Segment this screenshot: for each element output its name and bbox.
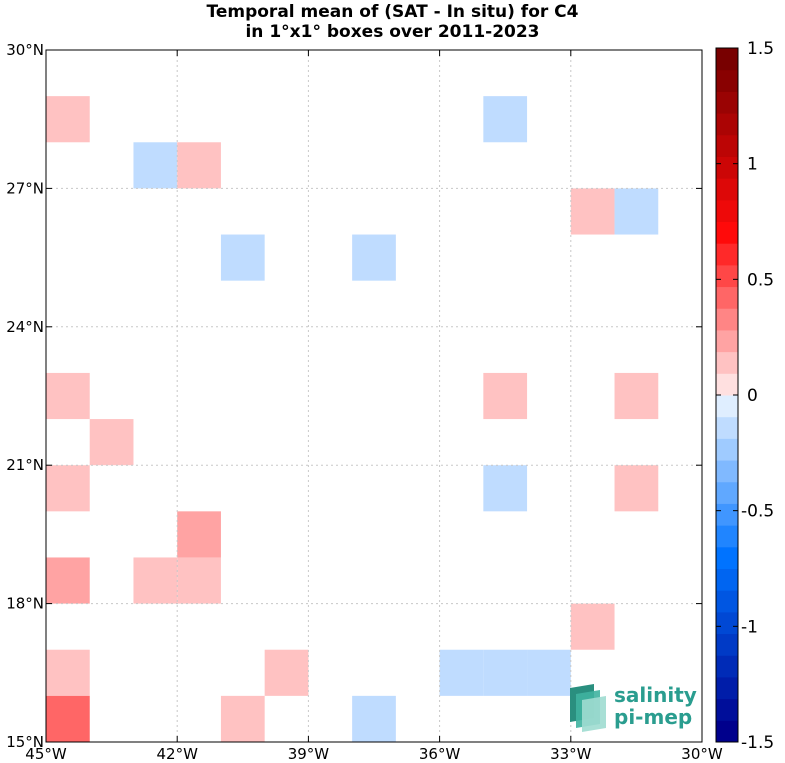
chart-title: Temporal mean of (SAT - In situ) for C4 bbox=[206, 2, 579, 22]
heatmap-cell bbox=[264, 649, 309, 696]
colorbar-swatch bbox=[716, 460, 738, 483]
heatmap-cell bbox=[46, 557, 90, 604]
y-tick-label: 21°N bbox=[6, 456, 44, 474]
heatmap-cell bbox=[614, 188, 659, 235]
colorbar-swatch bbox=[716, 546, 738, 569]
colorbar-swatch bbox=[716, 568, 738, 591]
colorbar-swatch bbox=[716, 69, 738, 92]
logo-text-salinity: salinity bbox=[614, 683, 697, 707]
logo-text-pimep: pi-mep bbox=[614, 705, 693, 729]
colorbar-swatch bbox=[716, 199, 738, 222]
heatmap-cell bbox=[46, 465, 90, 512]
x-tick-label: 33°W bbox=[550, 745, 592, 763]
heatmap-cell bbox=[46, 649, 90, 696]
heatmap-cells bbox=[46, 96, 659, 742]
axis-ticks: 45°W 42°W 39°W 36°W 33°W 30°W 30°N 27°N 24°N 21°N… bbox=[6, 41, 723, 763]
colorbar-tick-label: 1 bbox=[747, 155, 758, 175]
y-tick-label: 24°N bbox=[6, 318, 44, 336]
heatmap-cell bbox=[614, 372, 659, 420]
colorbar-swatch bbox=[716, 221, 738, 244]
heatmap-cell bbox=[89, 419, 134, 466]
x-tick-label: 39°W bbox=[288, 745, 330, 763]
heatmap-cell bbox=[352, 234, 396, 281]
colorbar-swatch bbox=[716, 676, 738, 700]
heatmap-cell bbox=[220, 234, 265, 281]
x-tick-label: 36°W bbox=[419, 745, 461, 763]
heatmap-cell bbox=[483, 649, 528, 696]
colorbar-swatch bbox=[716, 611, 738, 635]
heatmap-cell bbox=[46, 695, 90, 742]
heatmap-cell bbox=[614, 465, 659, 512]
heatmap-cell bbox=[177, 557, 221, 604]
salinity-pi-mep-logo: salinity pi-mep bbox=[566, 682, 697, 732]
colorbar-tick-label: -1 bbox=[741, 617, 758, 637]
x-tick-label: 45°W bbox=[25, 745, 67, 763]
colorbar: 1.5 1 0.5 0 -0.5 -1 -1.5 bbox=[715, 39, 774, 753]
colorbar-swatch bbox=[716, 481, 738, 504]
colorbar-swatch bbox=[716, 698, 738, 721]
colorbar-swatch bbox=[716, 395, 738, 418]
colorbar-swatch bbox=[716, 373, 738, 396]
colorbar-swatch bbox=[716, 156, 738, 179]
y-tick-label: 27°N bbox=[6, 179, 44, 197]
colorbar-swatch bbox=[716, 91, 738, 114]
x-tick-label: 42°W bbox=[156, 745, 198, 763]
heatmap-cell bbox=[177, 142, 221, 189]
heatmap-cell bbox=[177, 511, 221, 558]
colorbar-swatch bbox=[716, 286, 738, 309]
colorbar-swatch bbox=[716, 264, 738, 288]
heatmap-cell bbox=[570, 603, 615, 650]
colorbar-swatch bbox=[716, 329, 738, 353]
y-tick-label: 18°N bbox=[6, 595, 44, 613]
logo-icon bbox=[570, 684, 606, 732]
colorbar-tick-label: 1.5 bbox=[747, 39, 774, 59]
colorbar-swatch bbox=[716, 308, 738, 331]
colorbar-swatch bbox=[716, 113, 738, 136]
colorbar-tick-label: -0.5 bbox=[741, 502, 774, 522]
colorbar-swatch bbox=[716, 503, 738, 526]
heatmap-cell bbox=[527, 649, 571, 696]
colorbar-swatch bbox=[716, 48, 738, 71]
colorbar-swatch bbox=[716, 178, 738, 201]
y-tick-label: 15°N bbox=[6, 733, 44, 751]
colorbar-swatch bbox=[716, 525, 738, 548]
heatmap-cell bbox=[570, 188, 615, 235]
heatmap-cell bbox=[133, 142, 178, 189]
colorbar-swatch bbox=[716, 633, 738, 656]
heatmap-cell bbox=[483, 96, 528, 143]
colorbar-swatch bbox=[716, 590, 738, 613]
colorbar-swatch bbox=[716, 720, 738, 743]
colorbar-swatch bbox=[716, 351, 738, 374]
heatmap-cell bbox=[133, 557, 178, 604]
colorbar-swatch bbox=[716, 134, 738, 157]
heatmap-cell bbox=[483, 372, 528, 420]
y-tick-label: 30°N bbox=[6, 41, 44, 59]
heatmap-cell bbox=[46, 372, 90, 420]
x-tick-label: 30°W bbox=[681, 745, 723, 763]
colorbar-swatch bbox=[716, 243, 738, 266]
heatmap-cell bbox=[46, 96, 90, 143]
colorbar-tick-label: 0 bbox=[747, 386, 758, 406]
heatmap-cell bbox=[352, 695, 396, 742]
colorbar-tick-label: -1.5 bbox=[741, 733, 774, 753]
plot-frame bbox=[45, 49, 703, 743]
colorbar-swatch bbox=[716, 655, 738, 678]
colorbar-swatch bbox=[716, 438, 738, 461]
colorbar-tick-label: 0.5 bbox=[747, 270, 774, 290]
grid-lines bbox=[46, 50, 702, 742]
heatmap-cell bbox=[220, 695, 265, 742]
heatmap-cell bbox=[483, 465, 528, 512]
colorbar-swatch bbox=[716, 416, 738, 439]
heatmap-cell bbox=[439, 649, 484, 696]
chart-subtitle: in 1°x1° boxes over 2011-2023 bbox=[245, 22, 540, 42]
